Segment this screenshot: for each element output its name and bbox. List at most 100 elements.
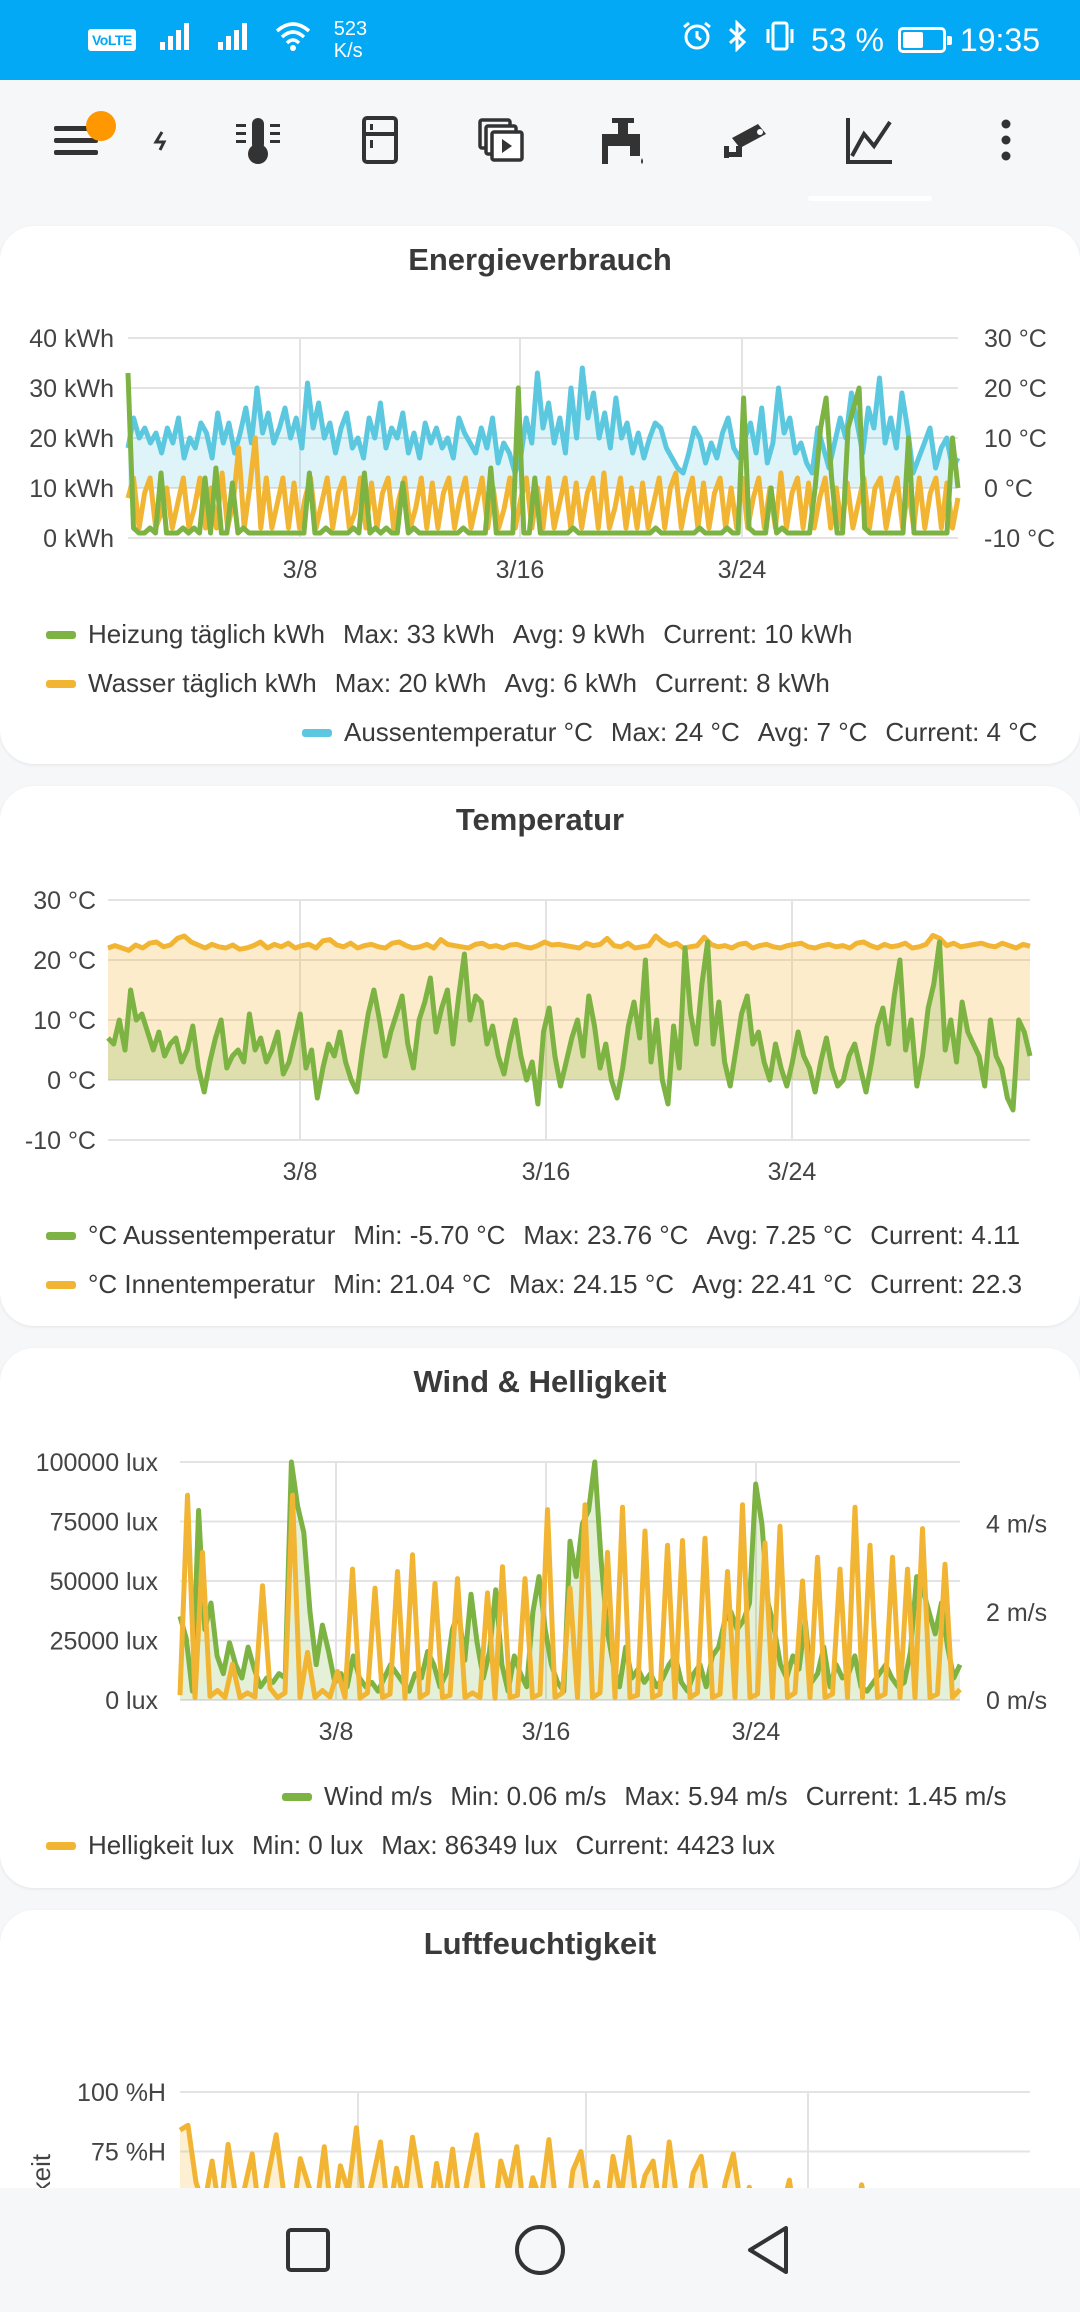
card-title: Energieverbrauch	[408, 242, 672, 277]
battery-icon	[897, 27, 952, 53]
legend-avg: Avg: 7 °C	[757, 717, 868, 747]
y-tick-label: 30 °C	[33, 887, 96, 915]
y-tick-label-left: 25000 lux	[50, 1628, 159, 1656]
legend-label: Aussentemperatur °C	[344, 717, 593, 747]
status-bar-left: VoLTE 523 K/s	[88, 14, 367, 66]
signal-icon	[158, 20, 194, 60]
volte-icon: VoLTE	[88, 29, 136, 51]
tab-toolbar	[0, 80, 1080, 208]
series-water-line	[125, 435, 961, 531]
legend-max: Max: 5.94 m/s	[624, 1781, 788, 1811]
x-tick-label: 3/24	[718, 556, 767, 584]
tab-media[interactable]	[462, 100, 542, 180]
recents-button[interactable]	[268, 2210, 348, 2290]
y-tick-label: 100 %H	[77, 2079, 166, 2107]
back-button[interactable]	[730, 2210, 810, 2290]
home-button[interactable]	[500, 2210, 580, 2290]
legend-item[interactable]: Wasser täglich kWh Max: 20 kWh Avg: 6 kW…	[46, 668, 830, 699]
legend-current: Current: 10 kWh	[663, 619, 853, 649]
legend-label: Wasser täglich kWh	[88, 668, 317, 698]
legend-max: Max: 33 kWh	[343, 619, 495, 649]
x-tick-label: 3/24	[768, 1158, 817, 1186]
active-tab-indicator	[808, 196, 932, 201]
legend-current: Current: 4423 lux	[575, 1830, 775, 1860]
legend-max: Max: 20 kWh	[334, 668, 487, 698]
net-speed-value: 523	[333, 18, 368, 40]
legend-min: Min: 0.06 m/s	[450, 1781, 607, 1811]
status-bar-right: 53 % 19:35	[681, 14, 1040, 66]
alarm-icon	[681, 20, 713, 60]
legend-swatch	[282, 1792, 312, 1801]
x-tick-label: 3/16	[522, 1158, 571, 1186]
legend-swatch	[46, 679, 76, 688]
square-icon	[286, 2228, 330, 2272]
y-tick-label-left: 0 lux	[105, 1687, 158, 1715]
tab-energy[interactable]	[120, 100, 200, 180]
tab-water[interactable]	[586, 100, 666, 180]
legend-label: Helligkeit lux	[88, 1830, 234, 1860]
back-triangle-icon	[748, 2226, 788, 2274]
card-title: Temperatur	[455, 802, 625, 837]
legend-avg: Avg: 22.41 °C	[692, 1269, 853, 1299]
x-tick-label: 3/24	[732, 1718, 781, 1746]
temperature-chart: 3/8 3/16 3/24 30 °C 20 °C 10 °C 0 °C -10 °C	[25, 887, 1033, 1186]
legend-item[interactable]: Wind m/s Min: 0.06 m/s Max: 5.94 m/s Cur…	[282, 1781, 1007, 1812]
tab-appliances[interactable]	[340, 100, 420, 180]
tab-temperature[interactable]	[218, 100, 298, 180]
y-tick-label-left: 75000 lux	[50, 1509, 159, 1537]
legend-min: Min: 0 lux	[251, 1830, 364, 1860]
clock: 19:35	[959, 21, 1040, 58]
tab-charts[interactable]	[830, 100, 910, 180]
legend-current: Current: 8 kWh	[654, 668, 830, 698]
series-outdoor-line	[106, 939, 1033, 1113]
bluetooth-icon	[727, 19, 749, 60]
series-indoor-line	[107, 932, 1031, 953]
series-wind-line	[177, 1459, 963, 1694]
legend-swatch	[46, 1841, 76, 1850]
y-tick-label: 75 %H	[91, 2139, 166, 2167]
bolt-icon	[153, 131, 167, 151]
tab-cameras[interactable]	[706, 100, 786, 180]
legend-max: Max: 24 °C	[610, 717, 740, 747]
battery-fill	[902, 32, 924, 48]
legend-label: °C Aussentemperatur	[88, 1220, 336, 1250]
x-tick-label: 3/16	[522, 1718, 571, 1746]
legend-current: Current: 4 °C	[885, 717, 1038, 747]
legend-avg: Avg: 7.25 °C	[706, 1220, 853, 1250]
legend-item[interactable]: Helligkeit lux Min: 0 lux Max: 86349 lux…	[46, 1830, 775, 1861]
y-tick-label-left: 40 kWh	[29, 325, 114, 353]
y-tick-label-right: 2 m/s	[986, 1599, 1047, 1627]
y-tick-label: 20 °C	[33, 947, 96, 975]
card-title: Wind & Helligkeit	[413, 1364, 667, 1399]
legend-item[interactable]: Heizung täglich kWh Max: 33 kWh Avg: 9 k…	[46, 619, 852, 650]
series-brightness-line	[177, 1492, 962, 1701]
net-speed-unit: K/s	[333, 40, 363, 62]
legend-avg: Avg: 6 kWh	[504, 668, 637, 698]
system-nav-bar	[0, 2188, 1080, 2312]
fridge-icon	[362, 116, 398, 164]
series-outdoor-area	[108, 942, 1030, 1110]
legend-min: Min: 21.04 °C	[333, 1269, 491, 1299]
menu-notification-badge	[86, 111, 116, 141]
y-tick-label-right: 0 °C	[984, 475, 1033, 503]
legend-swatch	[46, 1231, 76, 1240]
legend-label: Wind m/s	[324, 1781, 433, 1811]
x-tick-label: 3/8	[319, 1718, 354, 1746]
battery-percent: 53 %	[810, 21, 884, 58]
y-tick-label-left: 0 kWh	[43, 525, 114, 553]
legend-min: Min: -5.70 °C	[353, 1220, 506, 1250]
legend-label: °C Innentemperatur	[88, 1269, 316, 1299]
wifi-icon	[274, 20, 312, 60]
more-menu-button[interactable]	[966, 100, 1046, 180]
legend-item[interactable]: °C Aussentemperatur Min: -5.70 °C Max: 2…	[46, 1220, 1020, 1251]
energy-chart: 3/8 3/16 3/24 40 kWh 30 kWh 20 kWh 10 kWh 0 kWh…	[29, 325, 1055, 584]
wind-brightness-chart: 3/8 3/16 3/24 100000 lux 75000 lux 50000 lux 2…	[36, 1449, 1047, 1746]
legend-item[interactable]: °C Innentemperatur Min: 21.04 °C Max: 24…	[46, 1269, 1022, 1300]
y-tick-label-left: 20 kWh	[29, 425, 114, 453]
y-tick-label-right: -10 °C	[984, 525, 1055, 553]
y-tick-label-left: 100000 lux	[36, 1449, 159, 1477]
legend-item[interactable]: Aussentemperatur °C Max: 24 °C Avg: 7 °C…	[302, 717, 1037, 748]
chart-icon	[846, 118, 892, 164]
y-tick-label-right: 4 m/s	[986, 1511, 1047, 1539]
more-icon	[1001, 119, 1011, 161]
